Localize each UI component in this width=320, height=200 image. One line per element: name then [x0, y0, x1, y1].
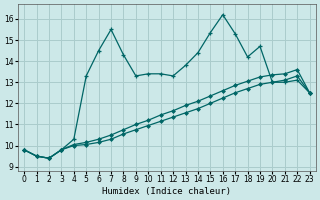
X-axis label: Humidex (Indice chaleur): Humidex (Indice chaleur) — [102, 187, 231, 196]
